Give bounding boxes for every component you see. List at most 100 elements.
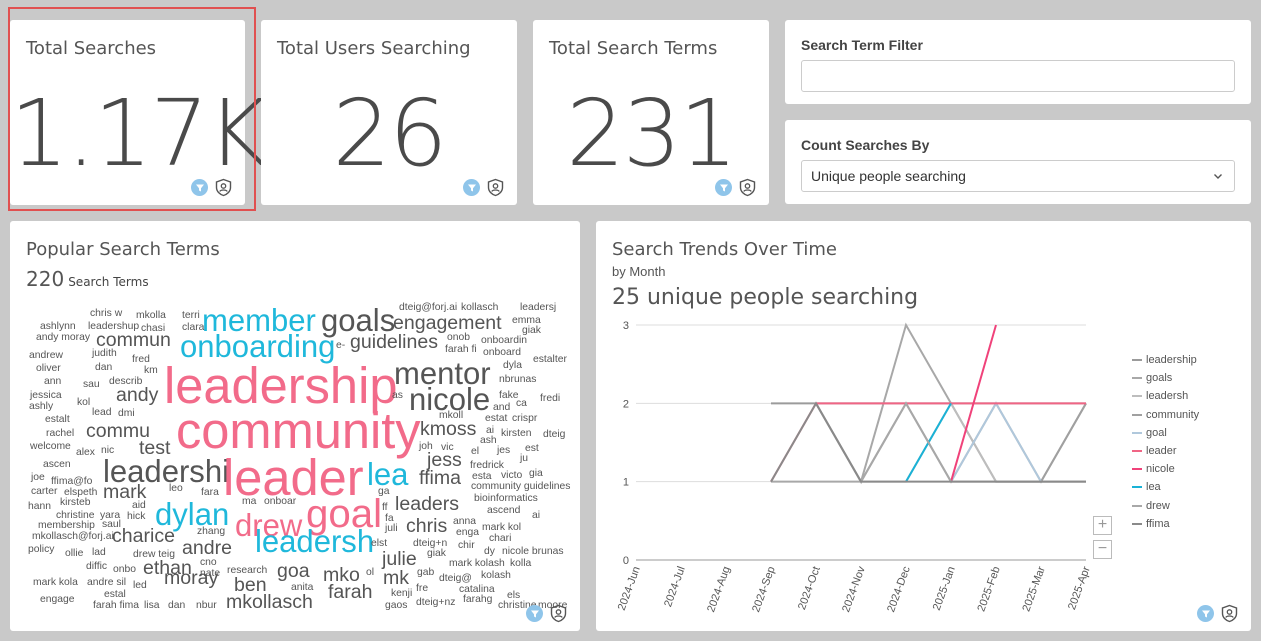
word-cloud-term[interactable]: estat: [485, 413, 508, 424]
word-cloud-term[interactable]: farah fima: [93, 600, 139, 611]
word-cloud-term[interactable]: dteig+n: [413, 538, 448, 549]
word-cloud-term[interactable]: dan: [95, 362, 113, 373]
word-cloud-term[interactable]: kollasch: [461, 302, 499, 313]
user-shield-icon[interactable]: [214, 178, 233, 197]
word-cloud-term[interactable]: mk: [383, 567, 410, 589]
word-cloud-term[interactable]: christine: [56, 510, 95, 521]
word-cloud-term[interactable]: goals: [321, 303, 396, 338]
word-cloud-term[interactable]: ascen: [43, 459, 71, 470]
word-cloud-term[interactable]: andrew: [29, 350, 63, 361]
word-cloud-term[interactable]: drew teig: [133, 549, 175, 560]
word-cloud-term[interactable]: leader: [223, 449, 364, 506]
word-cloud-term[interactable]: chir: [458, 540, 475, 551]
legend-item[interactable]: lea: [1132, 478, 1199, 496]
word-cloud-term[interactable]: chari: [489, 533, 512, 544]
word-cloud-term[interactable]: ashly: [29, 401, 54, 412]
word-cloud-term[interactable]: giak: [427, 548, 446, 559]
word-cloud-term[interactable]: gia: [529, 468, 543, 479]
word-cloud-term[interactable]: ollie: [65, 548, 84, 559]
word-cloud-term[interactable]: led: [133, 580, 147, 591]
word-cloud-term[interactable]: welcome: [30, 441, 71, 452]
word-cloud-term[interactable]: onob: [447, 332, 471, 343]
word-cloud-term[interactable]: ju: [520, 453, 529, 464]
word-cloud-term[interactable]: esta: [472, 471, 492, 482]
word-cloud-term[interactable]: andre sil: [87, 577, 127, 588]
word-cloud-term[interactable]: leadership: [164, 357, 398, 414]
word-cloud-term[interactable]: lea: [367, 457, 409, 492]
word-cloud-term[interactable]: onboardin: [481, 335, 528, 346]
word-cloud-term[interactable]: ol: [366, 567, 375, 578]
word-cloud-term[interactable]: mark: [103, 481, 147, 503]
word-cloud-term[interactable]: andre: [182, 537, 232, 559]
word-cloud-term[interactable]: kolla: [510, 558, 532, 569]
legend-item[interactable]: goals: [1132, 369, 1199, 387]
word-cloud-term[interactable]: research: [227, 565, 268, 576]
word-cloud-term[interactable]: kirsteb: [60, 497, 91, 508]
word-cloud-term[interactable]: ffima@fo: [51, 476, 93, 487]
word-cloud-term[interactable]: community guidelines: [471, 481, 571, 492]
legend-item[interactable]: leadership: [1132, 351, 1199, 369]
word-cloud-term[interactable]: ff: [382, 502, 388, 513]
filter-icon[interactable]: [191, 179, 208, 196]
word-cloud-term[interactable]: lead: [92, 407, 112, 418]
word-cloud-term[interactable]: joh: [419, 441, 433, 452]
word-cloud-term[interactable]: jessica: [30, 390, 62, 401]
word-cloud-term[interactable]: leadershup: [88, 321, 140, 332]
word-cloud-term[interactable]: nicole brunas: [502, 546, 564, 557]
word-cloud-term[interactable]: gaos: [385, 600, 408, 611]
word-cloud-term[interactable]: mko: [323, 564, 360, 586]
kpi-card-total-users-searching[interactable]: Total Users Searching 26: [261, 20, 517, 205]
word-cloud-term[interactable]: kenji: [391, 588, 413, 599]
word-cloud-term[interactable]: terri: [182, 310, 200, 321]
word-cloud-term[interactable]: fara: [201, 487, 219, 498]
word-cloud-term[interactable]: zhang: [197, 526, 226, 537]
word-cloud-term[interactable]: goal: [306, 491, 383, 536]
word-cloud-term[interactable]: onboar: [264, 496, 297, 507]
word-cloud-term[interactable]: nbur: [196, 600, 217, 611]
word-cloud-term[interactable]: clara: [182, 322, 205, 333]
word-cloud-term[interactable]: crispr: [512, 413, 538, 424]
user-shield-icon[interactable]: [1220, 604, 1239, 623]
word-cloud-term[interactable]: fred: [132, 354, 150, 365]
count-searches-by-select[interactable]: Unique people searching: [801, 160, 1235, 192]
word-cloud-term[interactable]: rachel: [46, 428, 75, 439]
word-cloud-term[interactable]: goa: [277, 560, 310, 582]
word-cloud-term[interactable]: mkollasch@forj.ai: [32, 531, 114, 542]
word-cloud-term[interactable]: describ: [109, 376, 143, 387]
word-cloud-term[interactable]: sau: [83, 379, 100, 390]
word-cloud-term[interactable]: dmi: [118, 408, 135, 419]
word-cloud-term[interactable]: alex: [76, 447, 95, 458]
trend-line-chart[interactable]: 0 1 2 3 2024-Jun 2024-Jul 2024-Aug 2024-Sep 2024…: [596, 221, 1251, 631]
word-cloud-term[interactable]: kolash: [481, 570, 511, 581]
word-cloud-term[interactable]: ash: [480, 435, 497, 446]
word-cloud-term[interactable]: chris: [406, 515, 448, 537]
word-cloud-term[interactable]: chris w: [90, 308, 123, 319]
word-cloud-term[interactable]: dteig@: [439, 573, 472, 584]
word-cloud-term[interactable]: ma: [242, 496, 257, 507]
word-cloud-term[interactable]: bioinformatics: [474, 493, 538, 504]
word-cloud-term[interactable]: kol: [77, 397, 91, 408]
word-cloud-term[interactable]: vic: [441, 442, 454, 453]
filter-icon[interactable]: [463, 179, 480, 196]
zoom-in-button[interactable]: +: [1093, 516, 1112, 535]
word-cloud-term[interactable]: test: [139, 437, 171, 459]
legend-item[interactable]: drew: [1132, 497, 1199, 515]
word-cloud-term[interactable]: kmoss: [420, 418, 477, 440]
word-cloud-term[interactable]: judith: [92, 348, 117, 359]
word-cloud-term[interactable]: chasi: [141, 323, 166, 334]
word-cloud-term[interactable]: mkollasch: [226, 591, 313, 613]
word-cloud-term[interactable]: leo: [169, 483, 183, 494]
word-cloud-term[interactable]: as: [392, 390, 403, 401]
word-cloud-term[interactable]: and: [493, 402, 511, 413]
user-shield-icon[interactable]: [738, 178, 757, 197]
user-shield-icon[interactable]: [486, 178, 505, 197]
word-cloud-term[interactable]: emma: [512, 315, 541, 326]
word-cloud-term[interactable]: charice: [112, 525, 175, 547]
word-cloud-term[interactable]: jess: [427, 449, 462, 471]
legend-item[interactable]: leadersh: [1132, 387, 1199, 405]
word-cloud-term[interactable]: estalt: [45, 414, 70, 425]
search-term-filter-input[interactable]: [801, 60, 1235, 92]
word-cloud-term[interactable]: dan: [168, 600, 186, 611]
word-cloud-term[interactable]: commun: [96, 329, 171, 351]
word-cloud-term[interactable]: victo: [501, 470, 523, 481]
